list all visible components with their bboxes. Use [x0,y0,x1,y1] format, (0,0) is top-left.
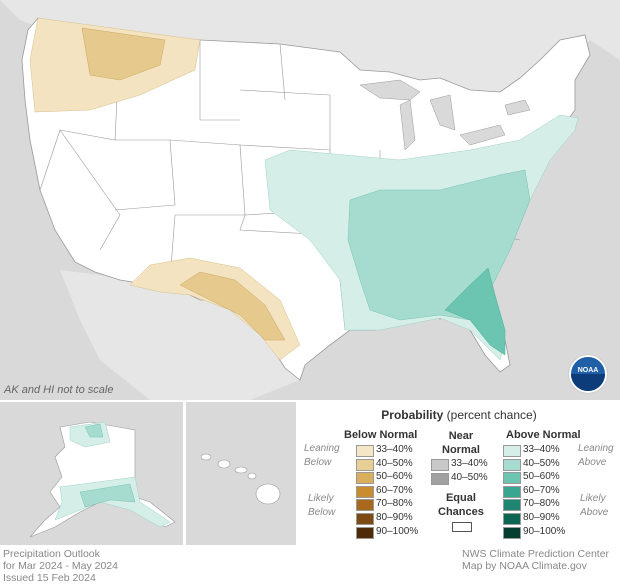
above-normal-heading: Above Normal [506,429,581,441]
legend-swatch [356,472,374,485]
likely-below-label: Likely Below [308,493,336,518]
noaa-bird-icon [571,374,605,391]
above-normal-east-mid [347,169,531,331]
legend-swatch [503,513,521,525]
legend-swatch-label: 70–80% [523,498,560,510]
leaning-below-label: Leaning Below [304,443,340,468]
legend-swatch [356,458,374,471]
alaska-above-south-light [54,476,171,528]
outlook-issued: Issued 15 Feb 2024 [3,572,96,584]
noaa-logo: NOAA [569,355,607,393]
outlook-title: Precipitation Outlook [3,548,100,560]
below-normal-sw-light [129,257,301,361]
legend-swatch [503,485,521,498]
conus-map-svg [0,0,620,400]
outlook-period: for Mar 2024 - May 2024 [3,560,118,572]
legend-swatch-label: 60–70% [523,484,560,496]
footer-outlook-info: Precipitation Outlook for Mar 2024 - May… [3,548,118,584]
likely-above-label: Likely Above [580,493,609,518]
legend-swatch-label: 90–100% [376,525,419,537]
legend-swatch-label: 60–70% [376,484,413,496]
great-lakes [359,79,531,151]
legend-swatch-label: 50–60% [523,471,560,483]
hawaii-map-svg [200,453,281,505]
legend-swatch-label: 50–60% [376,471,413,483]
legend-swatch-label: 40–50% [451,471,488,483]
legend-swatch-label: 40–50% [523,457,560,469]
legend-swatch-label: 70–80% [376,498,413,510]
alaska-above-south-mid [79,483,136,508]
legend-swatch [431,472,449,485]
legend-swatch [356,526,374,539]
legend-title: Probability (percent chance) [381,408,537,422]
below-normal-heading: Below Normal [344,429,418,441]
near-normal-heading: Near Normal [442,430,480,456]
legend-swatch [356,499,374,512]
noaa-logo-text: NOAA [577,367,599,374]
equal-chances-swatch [452,522,472,532]
alaska-map-svg [29,421,176,538]
legend-swatch [503,445,521,457]
legend-swatch-label: 33–40% [523,444,560,455]
leaning-above-label: Leaning Above [578,443,614,468]
conus-map: AK and HI not to scale NOAA [0,0,620,400]
legend-swatch-label: 80–90% [376,512,413,523]
legend-swatch [431,459,449,471]
legend-swatch [503,499,521,512]
below-normal-sw-dark [179,271,286,341]
legend-swatch-label: 33–40% [376,444,413,455]
alaska-inset [0,402,183,545]
mexico-land [60,270,300,400]
legend-swatch [356,485,374,498]
above-normal-se-dark [444,267,506,356]
footer-credits: NWS Climate Prediction Center Map by NOA… [462,548,609,572]
legend-swatch [356,513,374,525]
legend-swatch [503,526,521,539]
legend-swatch-label: 40–50% [376,457,413,469]
legend-swatch [356,445,374,457]
scale-note: AK and HI not to scale [4,384,114,396]
legend-swatch [503,458,521,471]
hawaii-inset [186,402,296,545]
legend-swatch-label: 33–40% [451,458,488,469]
legend: Probability (percent chance) Below Norma… [298,402,620,545]
credit-climate-gov: Map by NOAA Climate.gov [462,560,587,572]
equal-chances-heading: Equal Chances [438,492,484,518]
below-normal-nw-dark [81,27,166,81]
legend-swatch [503,472,521,485]
alaska-above-mid [84,423,104,438]
hawaii-islands [200,453,281,505]
credit-cpc: NWS Climate Prediction Center [462,548,610,560]
legend-swatch-label: 90–100% [523,525,566,537]
legend-swatch-label: 80–90% [523,512,560,523]
